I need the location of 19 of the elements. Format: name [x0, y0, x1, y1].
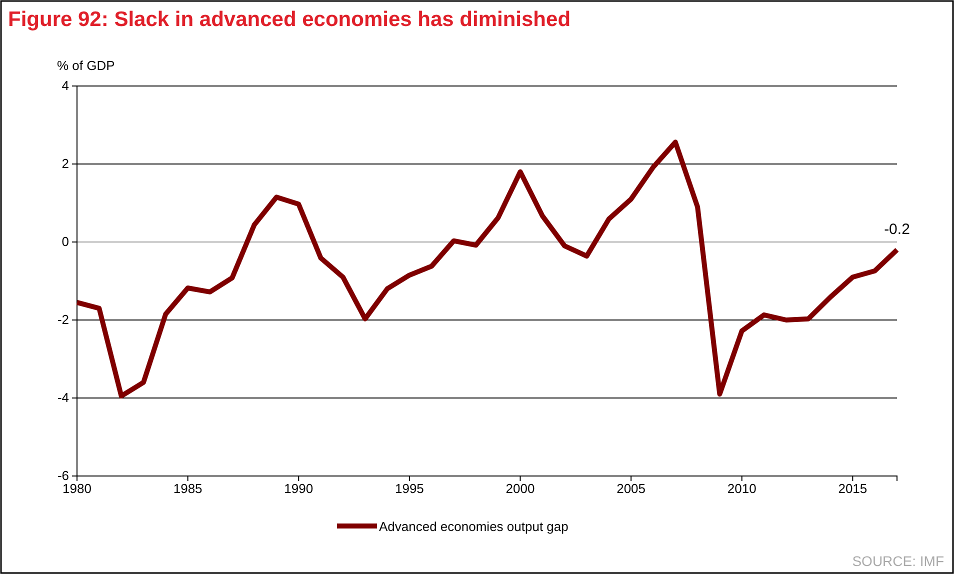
source-note: SOURCE: IMF	[852, 553, 944, 569]
chart-title: Figure 92: Slack in advanced economies has diminished	[8, 8, 571, 31]
x-tick-label: 2015	[838, 481, 868, 496]
x-tick-label: 2010	[727, 481, 756, 496]
x-tick-label: 1995	[394, 481, 424, 496]
x-tick-label: 1985	[173, 481, 202, 496]
x-tick-label: 2000	[506, 481, 535, 496]
x-tick-label: 1980	[62, 481, 92, 496]
y-tick-label: -6	[57, 468, 69, 484]
y-tick-label: 4	[62, 78, 69, 94]
y-axis-title: % of GDP	[57, 58, 115, 73]
y-tick-label: -4	[57, 390, 69, 406]
legend-label: Advanced economies output gap	[379, 519, 568, 534]
y-tick-label: 0	[62, 234, 69, 250]
y-tick-label: -2	[57, 312, 69, 328]
x-tick-label: 1990	[284, 481, 314, 496]
y-tick-label: 2	[62, 156, 69, 172]
annotation: -0.2	[884, 220, 910, 238]
x-tick-label: 2005	[616, 481, 646, 496]
